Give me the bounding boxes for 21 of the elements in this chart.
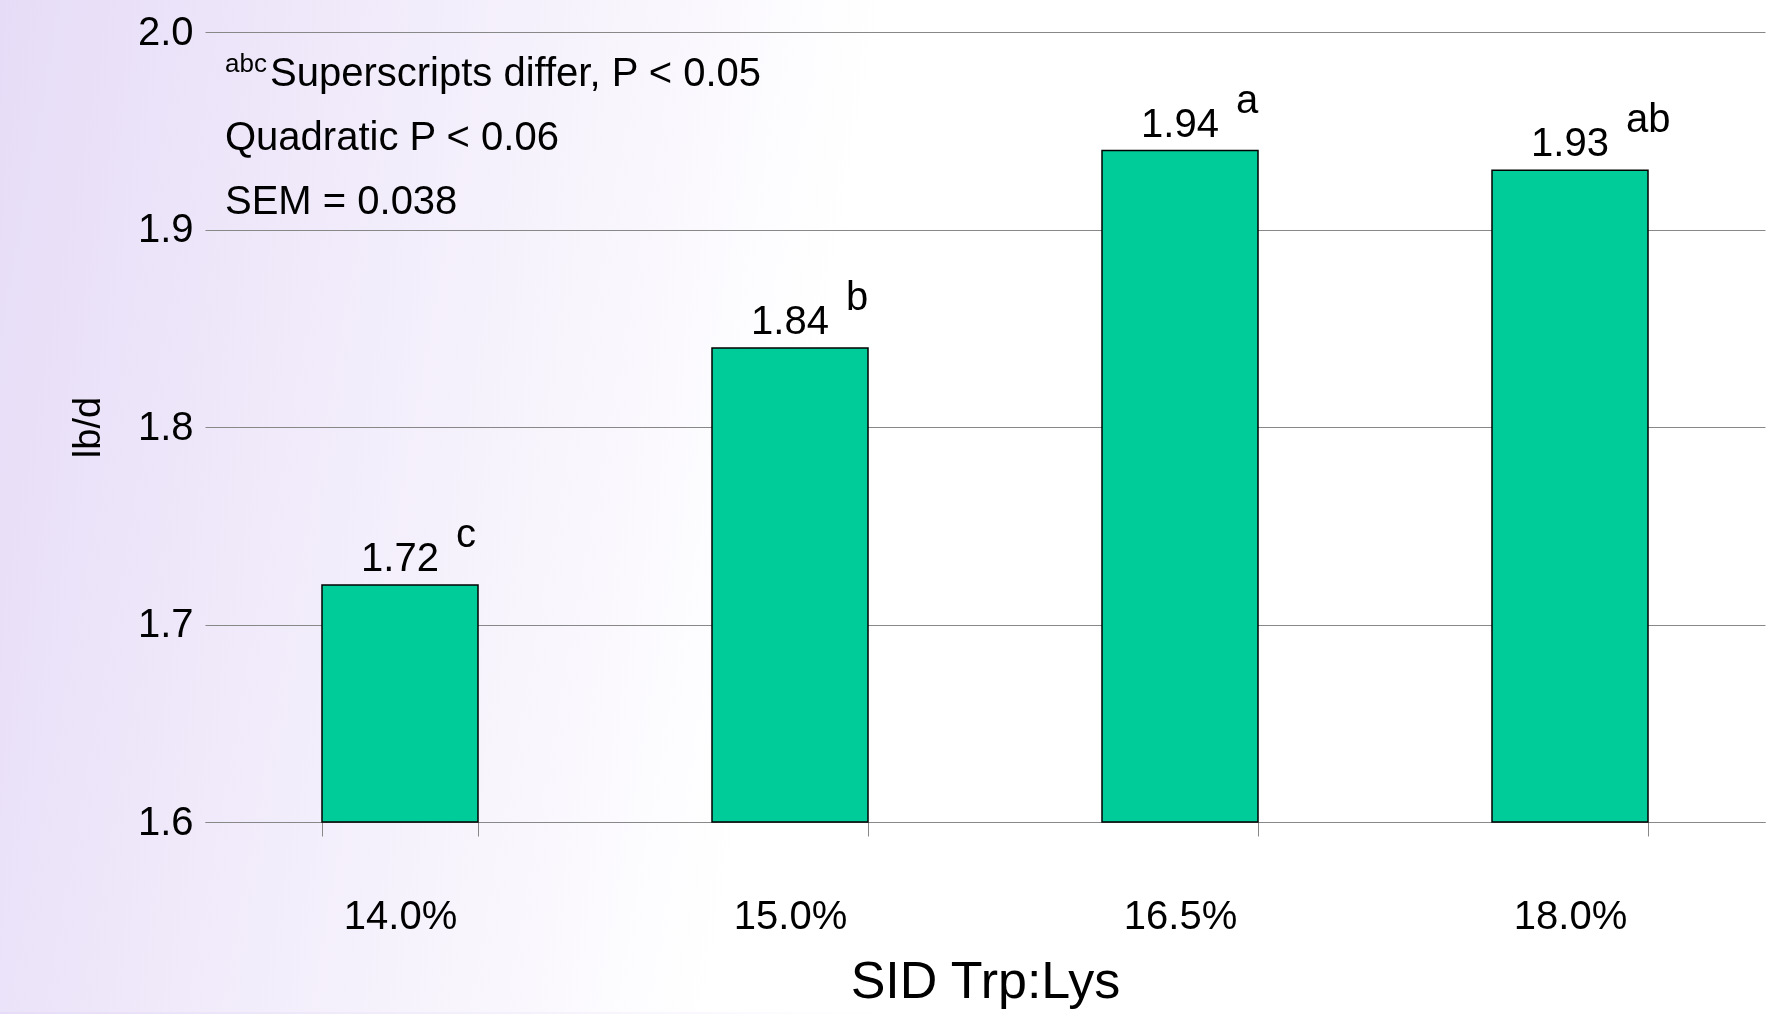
y-tick-label: 2.0: [137, 8, 194, 53]
y-tick-label: 1.6: [137, 798, 194, 843]
annotation: ab: [1626, 96, 1671, 141]
annotation: Quadratic P < 0.06: [225, 114, 559, 158]
x-tick-label: 16.5%: [1123, 892, 1238, 937]
data-label: 1.72: [361, 535, 439, 579]
y-tick-label: 1.9: [137, 206, 194, 250]
data-label: 1.94: [1141, 100, 1219, 145]
data-label: 1.93: [1531, 120, 1609, 165]
x-tick-label: 14.0%: [343, 892, 458, 937]
y-tick-label: 1.7: [137, 601, 194, 645]
annotation: c: [456, 511, 476, 555]
y-axis-title: lb/d: [65, 396, 108, 459]
annotation: SEM = 0.038: [225, 178, 458, 222]
x-tick-label: 18.0%: [1513, 892, 1628, 937]
annotation: b: [846, 274, 869, 318]
y-tick-label: 1.8: [137, 403, 194, 448]
x-axis-title: SID Trp:Lys: [850, 950, 1121, 1009]
data-label: 1.84: [751, 298, 829, 342]
annotation: a: [1236, 76, 1259, 121]
x-tick-label: 15.0%: [733, 892, 848, 937]
